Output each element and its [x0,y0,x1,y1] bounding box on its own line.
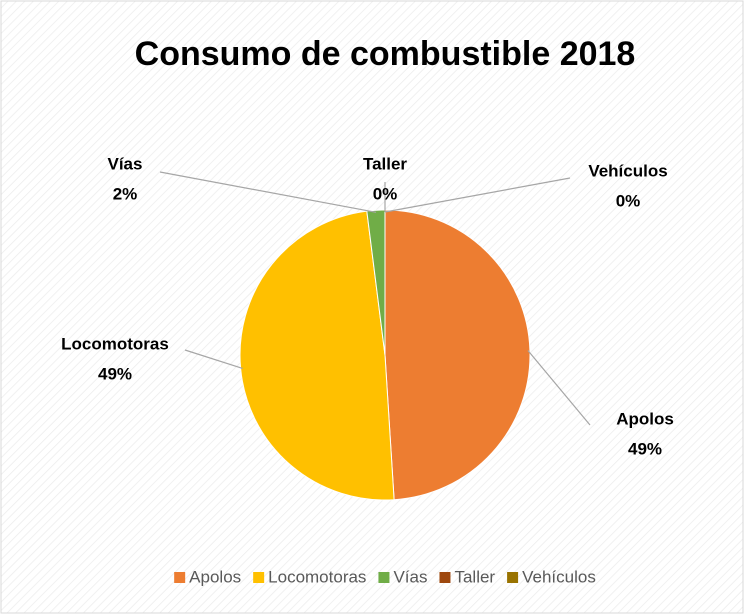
data-label-name: Vehículos [588,161,667,180]
data-label-name: Locomotoras [61,334,169,353]
data-label: 49% [628,439,662,458]
legend-label: Taller [454,567,495,586]
data-label-name: Apolos [616,409,674,428]
chart-title: Consumo de combustible 2018 [135,35,636,73]
legend-swatch [507,572,519,583]
legend-label: Vehículos [522,567,596,586]
leader-line [384,177,571,213]
legend-swatch [378,572,390,583]
leader-line [159,171,377,213]
data-label: 2% [113,184,138,203]
legend-swatch [253,572,265,583]
legend-swatch [439,572,451,583]
data-label-name: Taller [363,154,407,173]
data-label: 0% [373,184,398,203]
leader-line [527,350,591,426]
pie-slice [239,210,395,501]
legend-label: Apolos [189,567,241,586]
legend-label: Vías [393,567,427,586]
legend-swatch [174,572,186,583]
data-label-name: Vías [108,154,143,173]
data-label: 49% [98,364,132,383]
legend-label: Locomotoras [268,567,366,586]
data-label: 0% [616,191,641,210]
pie-slice [384,209,531,501]
leader-line [184,349,243,370]
